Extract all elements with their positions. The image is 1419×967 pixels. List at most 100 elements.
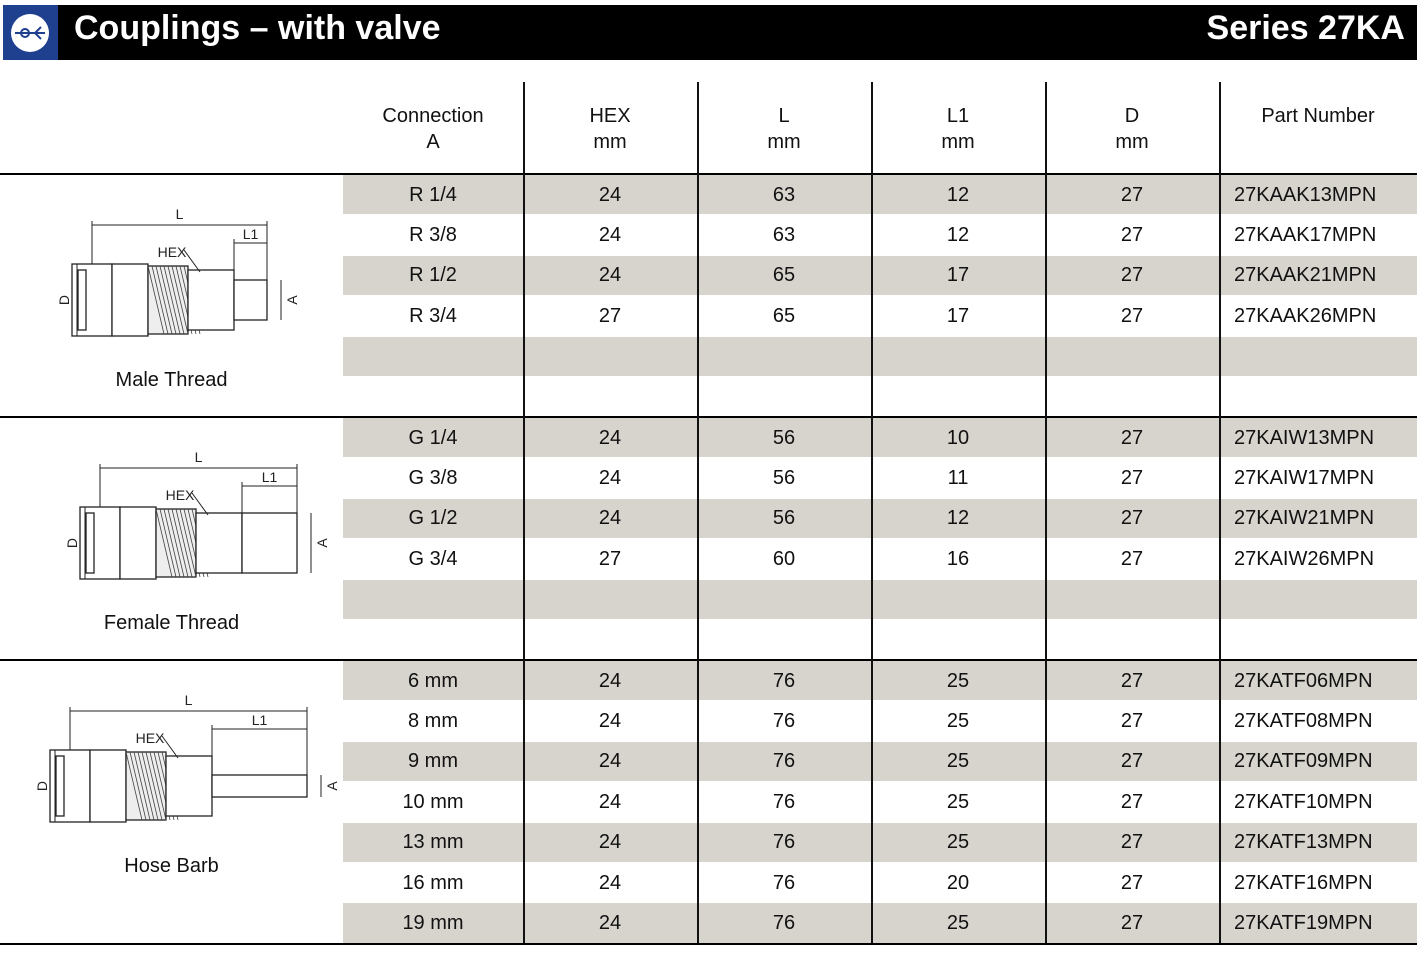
table-cell: 24: [598, 831, 622, 854]
table-cell: R 3/8: [409, 224, 457, 247]
table-cell: 12: [946, 183, 970, 206]
drawing-part: [77, 269, 87, 331]
table-cell: 76: [772, 710, 796, 733]
drawing-part: [195, 512, 243, 574]
table-cell: G 1/2: [408, 507, 458, 530]
table-cell: 27KATF16MPN: [1234, 871, 1373, 894]
table-cell: 24: [598, 750, 622, 773]
table-cell: G 3/8: [408, 467, 458, 490]
header-line: mm: [593, 131, 627, 153]
table-cell: 25: [946, 790, 970, 813]
dimension-label: L: [185, 692, 193, 708]
dimension-label: L1: [262, 469, 278, 485]
header-line: HEX: [589, 105, 631, 127]
table-cell: 27KAAK21MPN: [1234, 264, 1377, 287]
drawing-part: [211, 774, 308, 798]
dimension-label: L: [195, 449, 203, 465]
drawing-part: [163, 265, 181, 335]
table-cell: 24: [598, 467, 622, 490]
table-cell: 24: [598, 264, 622, 287]
table-cell: 6 mm: [408, 669, 458, 692]
table-cell: G 1/4: [408, 426, 458, 449]
table-cell: 76: [772, 831, 796, 854]
series: Series 27KA: [1206, 9, 1405, 47]
column-header: Part Number: [1219, 103, 1417, 129]
table-cell: 13 mm: [402, 831, 464, 854]
drawing-part: [55, 755, 65, 817]
coupling-diagram: L L1 HEX D A: [56, 206, 300, 337]
table-cell: 10: [946, 426, 970, 449]
table-cell: 12: [946, 224, 970, 247]
table-cell: 24: [598, 710, 622, 733]
table-cell: 24: [598, 507, 622, 530]
table-cell: 27KATF09MPN: [1234, 750, 1373, 773]
drawing-part: [187, 269, 235, 331]
icon-graphic: [11, 14, 49, 52]
column-header: Connection A: [343, 103, 523, 155]
table-cell: 60: [772, 547, 796, 570]
table-cell: 63: [772, 224, 796, 247]
table-cell: R 3/4: [409, 304, 457, 327]
row-shade: [343, 255, 1417, 296]
table-cell: 27KATF06MPN: [1234, 669, 1373, 692]
drawing-part: [147, 265, 165, 335]
table-cell: 25: [946, 912, 970, 935]
drawing-part: [133, 751, 151, 821]
table-cell: 27: [1120, 507, 1144, 530]
drawing-part: [151, 265, 169, 335]
table-cell: 56: [772, 426, 796, 449]
drawing-part: [163, 508, 181, 578]
table-cell: 65: [772, 304, 796, 327]
drawing-part: [89, 749, 127, 823]
table-cell: 76: [772, 669, 796, 692]
dimension-label: L1: [252, 712, 268, 728]
drawing-part: [159, 508, 177, 578]
table-cell: 24: [598, 426, 622, 449]
header-line: L1: [946, 105, 970, 127]
table-cell: 9 mm: [408, 750, 458, 773]
section-label: Female Thread: [103, 611, 240, 634]
table-cell: 27KAIW17MPN: [1234, 467, 1375, 490]
table-cell: 27KATF19MPN: [1234, 912, 1373, 935]
table-cell: 65: [772, 264, 796, 287]
dimension-label: A: [284, 295, 300, 305]
header-line: mm: [941, 131, 975, 153]
table-cell: 27KAAK17MPN: [1234, 224, 1377, 247]
table-cell: 20: [946, 871, 970, 894]
section-label: Hose Barb: [124, 854, 219, 877]
row-shade: [343, 498, 1417, 539]
table-cell: 63: [772, 183, 796, 206]
table-cell: 11: [947, 467, 969, 490]
drawing-part: [241, 512, 298, 574]
table-cell: 27: [1120, 871, 1144, 894]
icon: [3, 5, 58, 60]
table-cell: 24: [598, 790, 622, 813]
table-cell: 12: [946, 507, 970, 530]
table-cell: 27: [1120, 264, 1144, 287]
table-cell: 25: [946, 669, 970, 692]
drawing-part: [167, 265, 185, 335]
row-shade: [343, 418, 1417, 458]
table-cell: 76: [772, 871, 796, 894]
header-line: D: [1124, 105, 1140, 127]
table-cell: 27: [1120, 224, 1144, 247]
drawing-part: [141, 751, 159, 821]
table-cell: 24: [598, 871, 622, 894]
dimension-label: HEX: [158, 244, 187, 260]
drawing-part: [111, 263, 149, 337]
table-cell: 17: [946, 304, 970, 327]
drawing-part: [137, 751, 155, 821]
section-label: Male Thread: [115, 368, 228, 391]
table-cell: R 1/4: [409, 183, 457, 206]
rule: [523, 82, 525, 943]
table-cell: 27KATF08MPN: [1234, 710, 1373, 733]
header-line: Part Number: [1261, 105, 1375, 127]
table-cell: 27KAIW13MPN: [1234, 426, 1375, 449]
dimension-label: L1: [243, 226, 259, 242]
dimension-label: D: [34, 781, 50, 791]
table-cell: 25: [946, 831, 970, 854]
header-bar: [3, 5, 1417, 60]
drawing-part: [233, 279, 268, 321]
drawing-part: [171, 508, 189, 578]
